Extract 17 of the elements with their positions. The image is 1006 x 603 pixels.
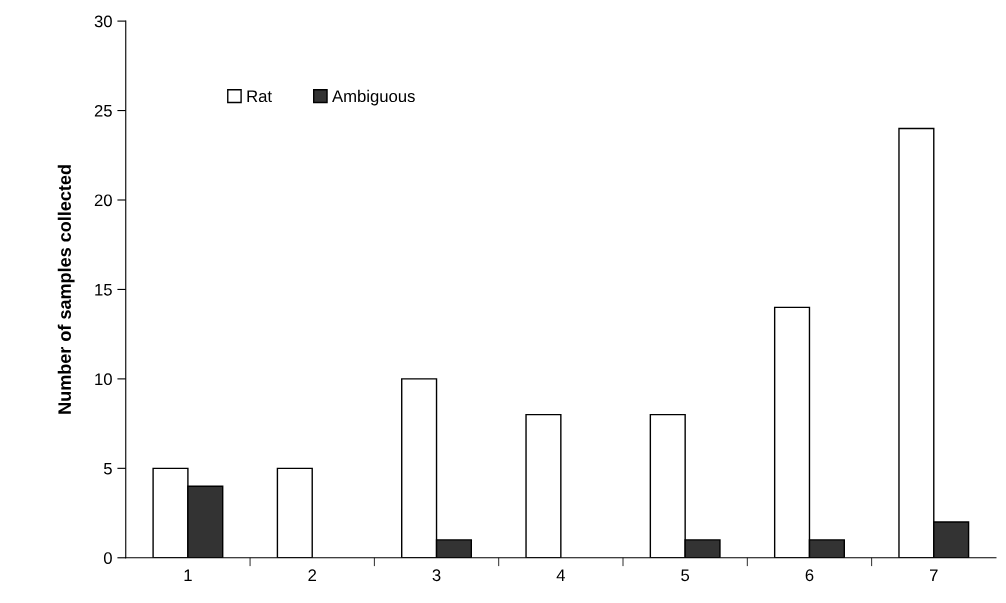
x-tick-label: 2	[308, 569, 317, 581]
y-tick-label: 10	[95, 373, 112, 386]
x-tick-label: 4	[556, 569, 565, 581]
y-tick-label: 5	[103, 462, 112, 475]
legend-label: Rat	[247, 90, 272, 103]
y-tick-label: 20	[94, 194, 112, 207]
x-tick-label: 7	[930, 569, 938, 581]
x-tick-label: 6	[805, 569, 814, 582]
y-tick-label: 15	[95, 284, 112, 296]
x-tick-label: 1	[184, 569, 192, 581]
x-tick-label: 5	[681, 569, 690, 582]
y-axis-title: Number of samples collected	[57, 165, 75, 414]
y-tick-label: 25	[94, 104, 112, 117]
y-tick-label: 0	[103, 552, 112, 564]
x-tick-label: 3	[432, 569, 441, 582]
y-tick-label: 30	[94, 15, 112, 28]
legend-label: Ambiguous	[332, 89, 415, 106]
